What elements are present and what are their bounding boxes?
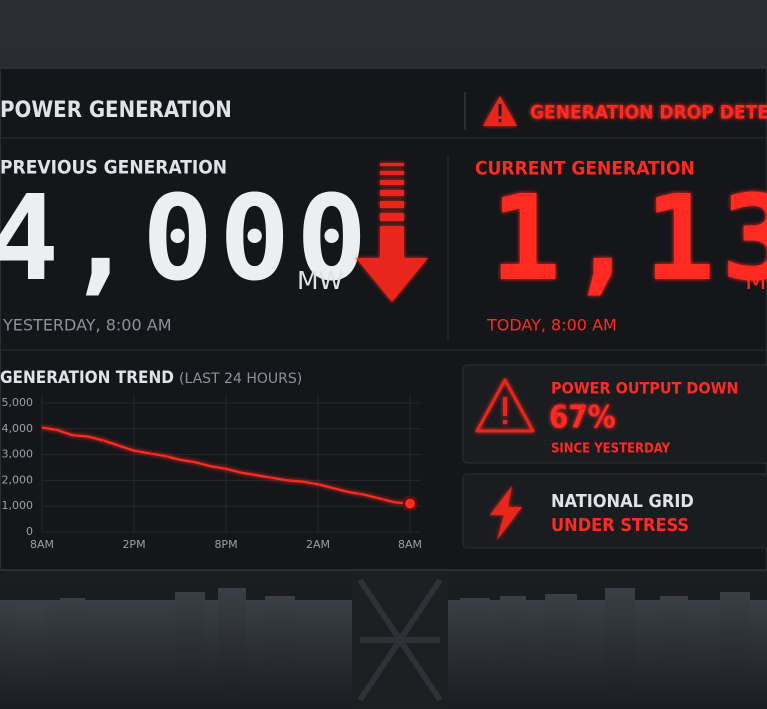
x-tick-label: 2PM [122,538,145,551]
y-tick-label: 2,000 [2,473,34,486]
x-tick-label: 2AM [306,538,330,551]
chart-subtitle: (LAST 24 HOURS) [179,371,302,387]
support-pole [352,570,448,709]
y-tick-label: 0 [26,525,33,538]
previous-unit: MW [297,266,343,295]
previous-value: 4,000 [0,169,373,307]
warning-icon [475,378,535,433]
alert-note: SINCE YESTERDAY [551,442,671,457]
y-tick-label: 5,000 [2,396,34,409]
down-arrow [356,163,428,302]
alert-card [462,473,767,549]
trend-chart: 0 1,000 2,000 3,000 4,000 5,000 8AM 2PM 8PM 2AM 8A… [2,395,422,551]
chart-title: GENERATION TREND [0,368,174,388]
current-label: CURRENT GENERATION [475,158,695,180]
previous-label: PREVIOUS GENERATION [0,157,227,179]
x-tick-label: 8PM [214,538,237,551]
alert-value: 67% [549,400,616,436]
current-time: TODAY, 8:00 AM [486,316,617,335]
trend-line [41,426,411,505]
y-tick-label: 3,000 [2,448,34,461]
previous-time: YESTERDAY, 8:00 AM [2,316,172,335]
x-tick-label: 8AM [30,538,54,551]
x-tick-label: 8AM [398,538,422,551]
alert-title: POWER OUTPUT DOWN [551,379,739,398]
current-unit: MW [745,266,767,295]
warning-icon [483,96,517,126]
current-value: 1,132 [490,169,767,307]
end-point [403,496,417,511]
header-title: POWER GENERATION [0,98,232,123]
alert-card [462,364,767,464]
alert-title: NATIONAL GRID [551,491,694,512]
alert-note: UNDER STRESS [551,515,689,536]
lightning-icon [490,486,522,540]
y-tick-label: 1,000 [2,499,34,512]
y-tick-label: 4,000 [2,422,34,435]
alert-banner: GENERATION DROP DETECTED [530,102,767,124]
